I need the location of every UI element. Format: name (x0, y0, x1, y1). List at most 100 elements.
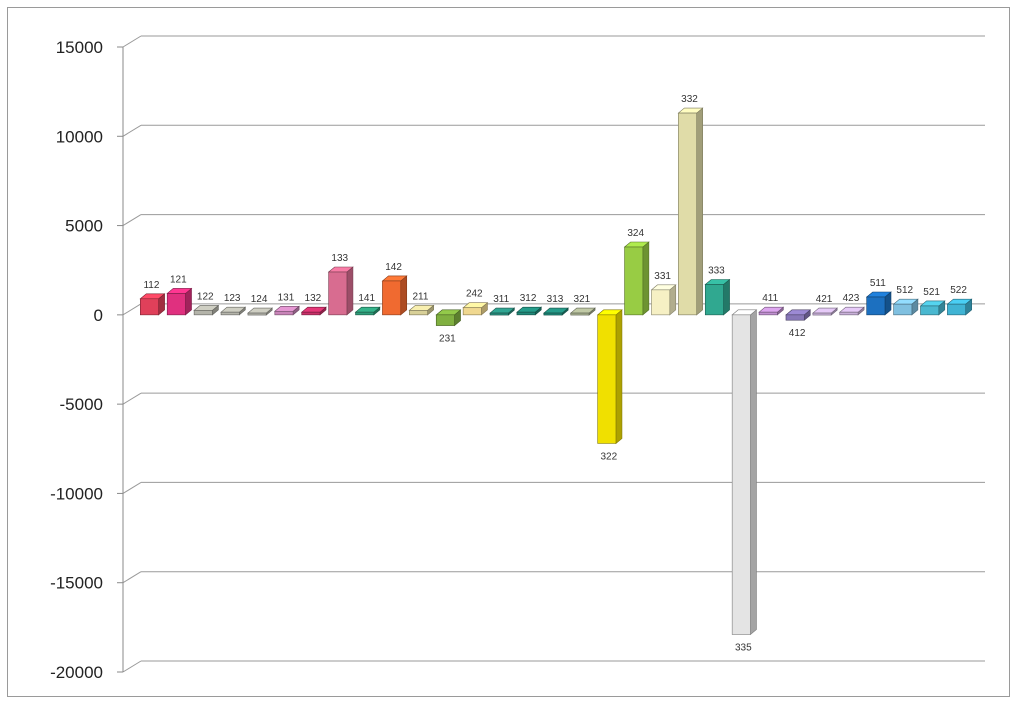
bar-front (274, 310, 294, 316)
y-tick-label: 10000 (56, 127, 103, 146)
bar-411 (758, 306, 785, 316)
bar-front (166, 293, 186, 316)
data-label: 321 (574, 294, 591, 305)
bar-133 (327, 266, 354, 316)
y-tick-label: -5000 (60, 395, 103, 414)
gridline-depth (122, 303, 142, 316)
bar-311 (489, 307, 516, 316)
bar-332 (677, 107, 704, 316)
bar-front (489, 312, 509, 316)
bar-side (750, 309, 757, 636)
data-label: 123 (224, 293, 241, 304)
bar-side (696, 107, 703, 316)
data-label: 511 (870, 278, 886, 289)
bar-front (866, 296, 886, 316)
y-tick-label: -20000 (50, 663, 103, 682)
data-label: 333 (708, 266, 725, 277)
bar-121 (166, 287, 193, 316)
bar-side (615, 309, 623, 445)
data-label: 124 (251, 294, 268, 305)
data-label: 521 (923, 287, 940, 298)
data-label: 312 (520, 293, 537, 304)
data-label: 141 (358, 293, 375, 304)
gridline-depth (122, 124, 142, 137)
bar-front (570, 312, 590, 316)
data-label: 242 (466, 289, 483, 300)
bar-335 (731, 309, 758, 636)
bar-front (220, 311, 240, 316)
bar-front (328, 271, 348, 316)
y-tick-label: -10000 (50, 484, 103, 503)
gridlines (122, 35, 985, 673)
bar-front (597, 314, 617, 444)
data-label: 412 (789, 328, 806, 339)
bar-521 (919, 300, 946, 316)
y-tick-label: 0 (94, 306, 103, 325)
data-label: 324 (627, 228, 644, 239)
bar-front (543, 312, 563, 316)
bar-front (785, 314, 805, 321)
bar-511 (865, 291, 892, 316)
data-label: 313 (547, 294, 564, 305)
bar-333 (704, 278, 731, 316)
bar-front (301, 311, 321, 316)
y-tick-label: 15000 (56, 38, 103, 57)
data-label: 231 (439, 334, 456, 345)
chart-frame (7, 7, 1010, 697)
bar-423 (838, 306, 865, 316)
bar-front (624, 246, 644, 316)
bar-front (435, 314, 455, 326)
bar-side (642, 241, 650, 316)
bar-321 (569, 307, 596, 316)
bar-front (140, 298, 159, 316)
bar-123 (220, 306, 247, 316)
data-label: 522 (950, 285, 967, 296)
bar-331 (650, 284, 677, 316)
bar-front (651, 289, 671, 316)
data-label: 332 (681, 94, 698, 105)
y-tick-label: 5000 (65, 217, 103, 236)
data-label: 132 (305, 293, 322, 304)
bar-312 (516, 306, 543, 316)
bar-242 (462, 302, 489, 316)
bar-series (139, 107, 973, 636)
bar-131 (273, 305, 300, 316)
gridline-depth (122, 482, 142, 494)
data-label: 423 (843, 293, 860, 304)
data-label: 335 (735, 643, 752, 654)
bar-front (516, 311, 536, 316)
data-label: 421 (816, 294, 833, 305)
data-label: 131 (278, 292, 295, 303)
data-label: 512 (896, 285, 913, 296)
bar-front (355, 311, 375, 316)
data-label: 411 (762, 293, 778, 304)
bar-322 (596, 309, 623, 445)
data-label: 311 (493, 294, 509, 305)
data-label: 133 (331, 253, 348, 264)
data-label: 121 (170, 274, 187, 285)
bar-122 (193, 304, 220, 316)
data-labels: 112 121 122 123 124 131 132 133 141 142 211 231 242 3… (143, 94, 967, 653)
bar-front (409, 310, 428, 316)
bar-124 (247, 307, 274, 316)
data-label: 142 (385, 262, 402, 273)
bar-side (723, 278, 730, 316)
gridline-depth (122, 660, 142, 673)
data-label: 211 (413, 291, 429, 302)
bar-132 (300, 306, 327, 316)
bar-front (193, 310, 213, 316)
gridline-depth (122, 214, 142, 226)
bar-231 (435, 309, 462, 327)
bar-front (758, 311, 778, 316)
bar-front (731, 314, 751, 635)
bar-522 (946, 298, 973, 316)
bar-512 (892, 298, 919, 316)
data-label: 122 (197, 291, 214, 302)
bar-front (247, 312, 267, 316)
bar-412 (785, 309, 812, 321)
bar-front (839, 311, 859, 316)
data-label: 331 (654, 271, 671, 282)
y-axis: 15000 10000 5000 0 -5000 -10000 -15000 -20000 (50, 38, 124, 682)
gridline-depth (122, 571, 142, 584)
